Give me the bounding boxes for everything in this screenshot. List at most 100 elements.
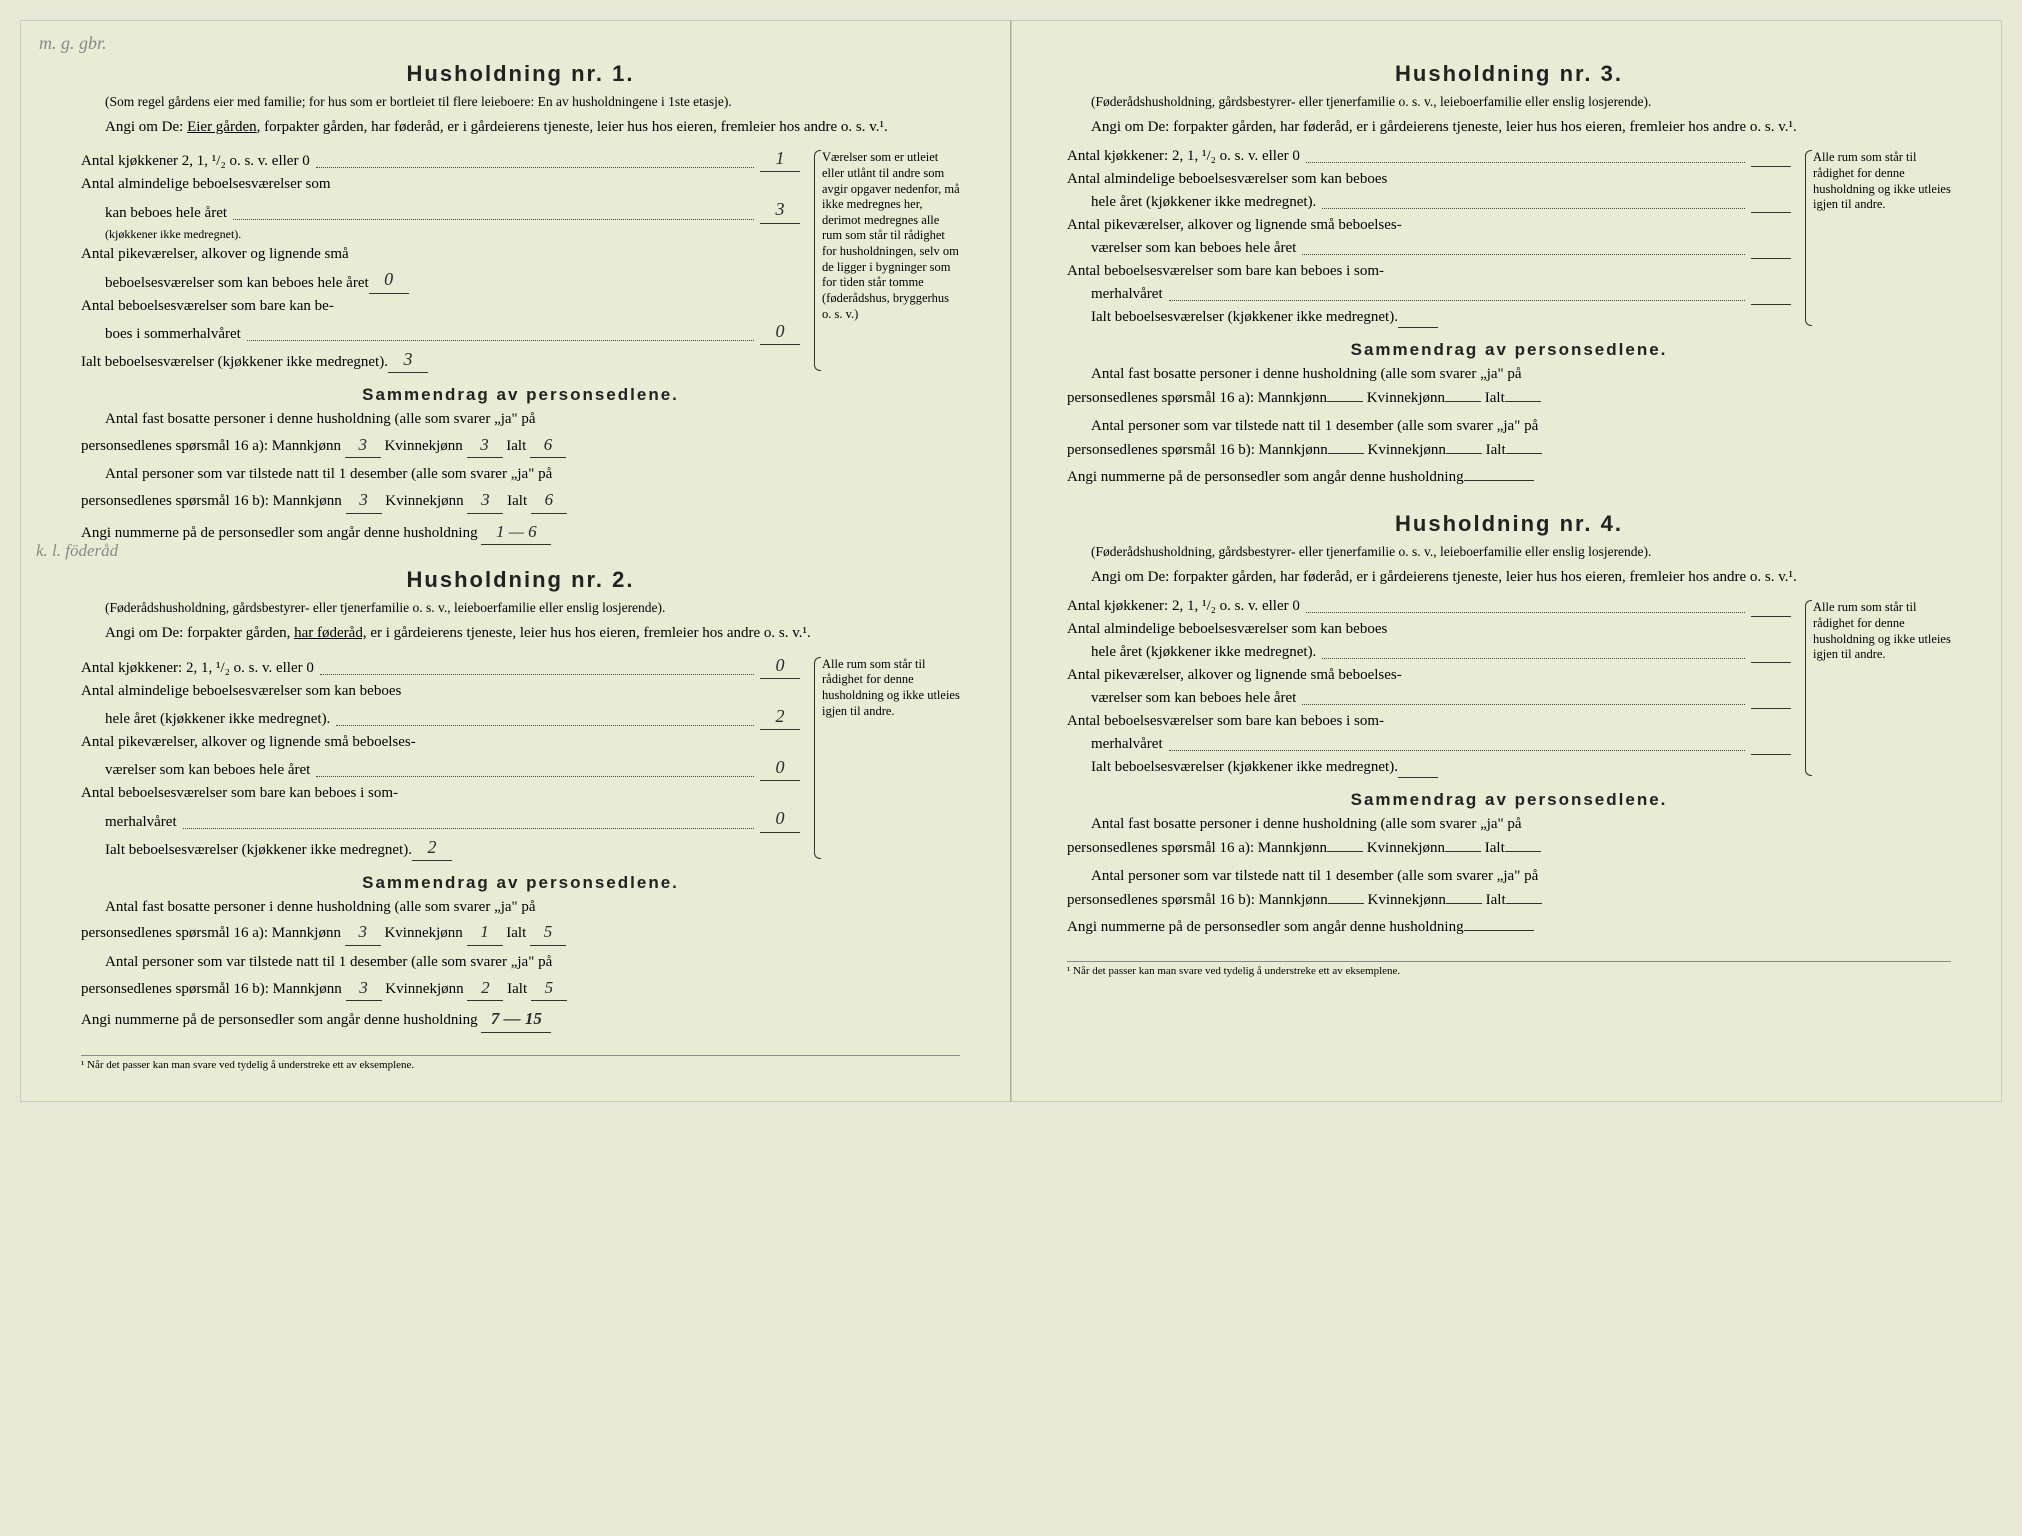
household-1-angi: Angi om De: Eier gården, forpakter gårde… (81, 117, 960, 139)
label: Antal almindelige beboelsesværelser som … (1067, 619, 1387, 640)
label: Antal kjøkkener: 2, 1, ¹/₂ o. s. v. elle… (1067, 146, 1300, 167)
fill-kitchens[interactable]: 1 (760, 146, 800, 172)
dots (233, 219, 754, 220)
handwritten-note-h2: k. l. föderåd (36, 541, 118, 561)
fill[interactable] (1751, 708, 1791, 709)
angi: Angi om De: forpakter gården, har føderå… (1067, 567, 1951, 589)
fill-m1[interactable]: 3 (345, 433, 381, 459)
fill[interactable]: 0 (760, 806, 800, 832)
label: Kvinnekjønn (1368, 442, 1446, 458)
fill[interactable]: 3 (346, 976, 382, 1002)
row: Antal pikeværelser, alkover og lignende … (81, 732, 800, 753)
label: personsedlenes spørsmål 16 b): Mannkjønn (1067, 442, 1328, 458)
post: leier hus hos eieren, fremleier hos andr… (1502, 569, 1797, 585)
dots (1322, 208, 1745, 209)
label: Antal pikeværelser, alkover og lignende … (1067, 215, 1402, 236)
label: Ialt (1485, 840, 1505, 856)
brace-icon (1801, 596, 1813, 780)
fill[interactable] (1327, 851, 1363, 852)
label: Kvinnekjønn (384, 925, 462, 941)
dots (320, 674, 754, 675)
row: Antal beboelsesværelser som bare kan beb… (1067, 261, 1791, 282)
fill[interactable] (1505, 851, 1541, 852)
fill-i1[interactable]: 6 (530, 433, 566, 459)
handwritten-note-top: m. g. gbr. (39, 33, 107, 54)
fill-m2[interactable]: 3 (346, 488, 382, 514)
fill[interactable] (1446, 903, 1482, 904)
note: (Føderådshusholdning, gårdsbestyrer- ell… (1067, 543, 1951, 561)
label: Angi nummerne på de personsedler som ang… (81, 1012, 478, 1028)
summary-1-line2a: Antal personer som var tilstede natt til… (81, 464, 960, 486)
fill[interactable]: 7 — 15 (481, 1007, 551, 1033)
fill[interactable]: 2 (412, 835, 452, 861)
fill-pike[interactable]: 0 (369, 267, 409, 293)
fill[interactable] (1751, 662, 1791, 663)
footnote-left: ¹ Når det passer kan man svare ved tydel… (81, 1055, 960, 1071)
label: merhalvåret (81, 812, 177, 833)
fill[interactable] (1506, 453, 1542, 454)
rows: Antal kjøkkener: 2, 1, ¹/₂ o. s. v. elle… (1067, 596, 1791, 780)
row: Antal kjøkkener: 2, 1, ¹/₂ o. s. v. elle… (1067, 146, 1791, 167)
household-3-rows: Antal kjøkkener: 2, 1, ¹/₂ o. s. v. elle… (1067, 146, 1951, 330)
label: Antal beboelsesværelser som bare kan beb… (1067, 711, 1384, 732)
fill[interactable] (1464, 480, 1534, 481)
fill[interactable]: 3 (345, 920, 381, 946)
fill[interactable] (1505, 401, 1541, 402)
fill-rooms[interactable]: 3 (760, 197, 800, 223)
fill-summer[interactable]: 0 (760, 319, 800, 345)
page-right: Husholdning nr. 3. (Føderådshusholdning,… (1011, 20, 2002, 1102)
fill[interactable] (1464, 930, 1534, 931)
fill[interactable]: 5 (531, 976, 567, 1002)
label: merhalvåret (1067, 734, 1163, 755)
row: værelser som kan beboes hele året (1067, 688, 1791, 709)
household-2-title: Husholdning nr. 2. (81, 567, 960, 593)
summary-1-line2b: personsedlenes spørsmål 16 b): Mannkjønn… (81, 488, 960, 514)
household-1-note: (Som regel gårdens eier med familie; for… (81, 93, 960, 111)
summary-1-line1a: Antal fast bosatte personer i denne hush… (81, 409, 960, 431)
row-summer-b: boes i sommerhalvåret 0 (81, 319, 800, 345)
dots (336, 725, 754, 726)
dots (1322, 658, 1745, 659)
fill[interactable] (1398, 327, 1438, 328)
label: Angi nummerne på de personsedler som ang… (1067, 469, 1464, 485)
label: værelser som kan beboes hele året (1067, 238, 1296, 259)
label: kan beboes hele året (81, 203, 227, 224)
label: Ialt beboelsesværelser (kjøkkener ikke m… (1067, 757, 1398, 778)
fill[interactable]: 2 (760, 704, 800, 730)
fill[interactable] (1751, 304, 1791, 305)
summary-4-title: Sammendrag av personsedlene. (1067, 790, 1951, 810)
label: Ialt (507, 981, 527, 997)
fill[interactable] (1751, 616, 1791, 617)
fill[interactable]: 2 (467, 976, 503, 1002)
fill[interactable] (1751, 166, 1791, 167)
fill[interactable] (1328, 903, 1364, 904)
label: Kvinnekjønn (385, 493, 463, 509)
fill[interactable] (1751, 754, 1791, 755)
label: Kvinnekjønn (385, 981, 463, 997)
fill[interactable]: 1 (467, 920, 503, 946)
fill[interactable] (1751, 212, 1791, 213)
fill[interactable] (1398, 777, 1438, 778)
fill-total[interactable]: 3 (388, 347, 428, 373)
fill-k1[interactable]: 3 (467, 433, 503, 459)
fill[interactable]: 0 (760, 755, 800, 781)
fill-nums[interactable]: 1 — 6 (481, 520, 551, 546)
fill[interactable] (1328, 453, 1364, 454)
row-kitchens: Antal kjøkkener 2, 1, ¹/₂ o. s. v. eller… (81, 146, 800, 172)
fill[interactable] (1506, 903, 1542, 904)
fill-k2[interactable]: 3 (467, 488, 503, 514)
line: Antal fast bosatte personer i denne hush… (1067, 364, 1951, 386)
fill[interactable] (1751, 258, 1791, 259)
row: merhalvåret (1067, 734, 1791, 755)
label: Kvinnekjønn (1368, 892, 1446, 908)
angi-post: er i gårdeierens tjeneste, leier hus hos… (367, 625, 811, 641)
fill[interactable]: 5 (530, 920, 566, 946)
sidebar-note-1: Værelser som er utleiet eller utlånt til… (812, 146, 960, 375)
rows-left: Antal kjøkkener: 2, 1, ¹/₂ o. s. v. elle… (81, 653, 800, 863)
fill[interactable] (1327, 401, 1363, 402)
fill[interactable] (1445, 851, 1481, 852)
fill-i2[interactable]: 6 (531, 488, 567, 514)
fill[interactable] (1445, 401, 1481, 402)
fill[interactable] (1446, 453, 1482, 454)
fill[interactable]: 0 (760, 653, 800, 679)
